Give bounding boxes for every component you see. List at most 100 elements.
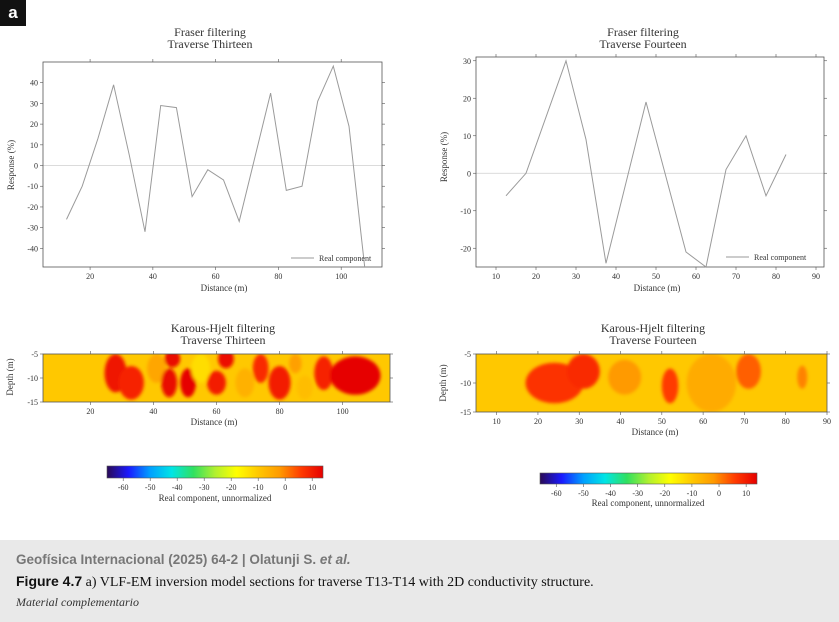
chart-subtitle: Traverse Fourteen [599,37,686,51]
y-tick-label: 10 [30,141,38,150]
conductivity-anomaly [118,366,144,400]
conductivity-anomaly [296,375,313,400]
conductivity-anomaly [608,359,642,395]
conductivity-anomaly [314,356,334,391]
journal-citation: Geofísica Internacional (2025) 64-2 | Ol… [16,552,351,567]
chart-title: Fraser filtering [174,25,246,39]
y-tick-label: -40 [27,244,38,253]
colorbar-tick-label: -40 [172,483,183,492]
y-axis-label: Depth (m) [438,364,448,401]
y-tick-label: -10 [27,374,38,383]
conductivity-anomaly [661,368,679,404]
chart-subtitle: Traverse Thirteen [181,333,266,347]
figure-description: Figure 4.7 a) VLF-EM inversion model sec… [16,573,594,591]
colorbar-tick-label: -20 [226,483,237,492]
colorbar-left: -60 -50 -40 -30 -20 -10 0 10 Real component, un… [106,465,324,503]
x-tick-label: 10 [492,272,500,281]
panel-label: a [0,0,26,26]
x-tick-label: 30 [575,417,583,426]
figure-text: a) VLF-EM inversion model sections for t… [82,575,594,590]
colorbar-tick-label: -30 [632,489,643,498]
x-tick-label: 100 [337,407,349,416]
colorbar-tick-label: -50 [145,483,156,492]
series-line [66,64,366,268]
colorbar-tick-label: -40 [605,489,616,498]
y-tick-label: -5 [31,350,38,359]
conductivity-anomaly [268,366,291,400]
conductivity-anomaly [180,368,196,398]
x-tick-label: 40 [617,417,625,426]
x-tick-label: 40 [149,272,157,281]
y-tick-label: -20 [27,203,38,212]
x-tick-label: 50 [658,417,666,426]
x-tick-label: 20 [86,407,94,416]
y-tick-label: 30 [30,99,38,108]
y-tick-label: -30 [27,224,38,233]
conductivity-anomaly [191,354,211,383]
y-tick-label: -20 [460,244,471,253]
legend-label: Real component [754,253,807,262]
conductivity-anomaly [147,354,167,383]
conductivity-anomaly [289,354,302,374]
colorbar-label: Real component, unnormalized [592,498,705,508]
colorbar-gradient [539,472,758,485]
y-axis-label: Response (%) [6,140,16,190]
x-tick-label: 80 [782,417,790,426]
fraser-chart-traverse-thirteen: Fraser filtering Traverse Thirteen Dista… [6,25,385,293]
fraser-chart-traverse-fourteen: Fraser filtering Traverse Fourteen Dista… [439,25,827,293]
conductivity-anomaly [797,365,808,389]
conductivity-anomaly [235,368,255,398]
y-tick-label: -15 [27,398,38,407]
plot-frame [42,61,383,268]
x-tick-label: 80 [772,272,780,281]
karous-hjelt-section-traverse-fourteen: Karous-Hjelt filtering Traverse Fourteen… [438,321,831,437]
chart-title: Karous-Hjelt filtering [601,321,705,335]
x-tick-label: 60 [699,417,707,426]
y-tick-label: -15 [460,408,471,417]
colorbar-tick-label: -30 [199,483,210,492]
y-tick-label: 30 [463,57,471,66]
y-tick-label: 0 [467,169,471,178]
colorbar-tick-label: 0 [717,489,721,498]
x-tick-label: 40 [612,272,620,281]
x-tick-label: 20 [534,417,542,426]
figure-panel: Fraser filtering Traverse Thirteen Dista… [5,25,831,508]
x-tick-label: 50 [652,272,660,281]
journal-name: Geofísica Internacional (2025) 64-2 | Ol… [16,552,320,567]
y-tick-label: 10 [463,132,471,141]
x-tick-label: 40 [149,407,157,416]
x-tick-label: 70 [740,417,748,426]
y-axis-label: Depth (m) [5,358,15,395]
y-axis-label: Response (%) [439,132,449,182]
figure-number: Figure 4.7 [16,573,83,589]
conductivity-anomaly [736,354,761,389]
y-tick-label: -5 [464,350,471,359]
colorbar-tick-label: -50 [578,489,589,498]
x-axis-label: Distance (m) [634,283,681,293]
y-tick-label: 20 [30,120,38,129]
series-line [505,59,787,268]
chart-title: Fraser filtering [607,25,679,39]
colorbar-tick-label: 10 [308,483,316,492]
y-tick-label: -10 [27,182,38,191]
authors-suffix: et al. [319,552,351,567]
conductivity-anomaly [218,354,234,369]
y-tick-label: 40 [30,79,38,88]
y-tick-label: -10 [460,379,471,388]
conductivity-anomaly [330,356,381,395]
x-tick-label: 60 [212,272,220,281]
conductivity-anomaly [161,368,178,398]
x-tick-label: 70 [732,272,740,281]
chart-title: Karous-Hjelt filtering [171,321,275,335]
colorbar-tick-label: -20 [659,489,670,498]
y-tick-label: -10 [460,207,471,216]
x-tick-label: 80 [274,272,282,281]
x-axis-label: Distance (m) [201,283,248,293]
colorbar-tick-label: -10 [687,489,698,498]
x-axis-label: Distance (m) [632,427,679,437]
conductivity-anomaly [566,354,600,389]
plot-frame [475,56,825,268]
conductivity-anomaly [164,354,181,368]
x-tick-label: 90 [823,417,831,426]
colorbar-gradient [106,465,324,479]
